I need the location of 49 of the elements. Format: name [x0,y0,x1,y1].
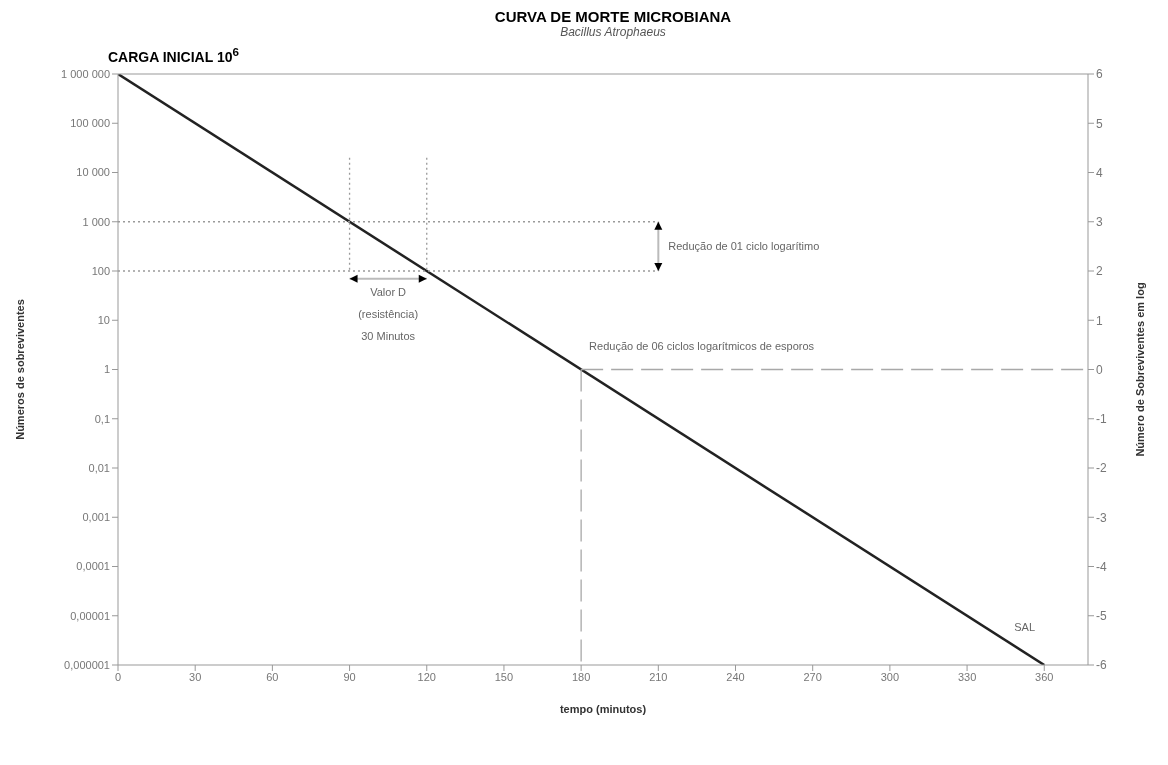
y2-tick-label: -5 [1096,608,1107,623]
x-tick-label: 0 [114,670,122,683]
y2-tick-label: 6 [1096,66,1103,81]
annotation: SAL [1014,620,1036,633]
y2-tick-label: -4 [1096,559,1107,574]
x-tick-label: 120 [417,670,436,683]
y2-tick-label: -1 [1096,411,1107,426]
y-tick-label: 0,001 [82,510,110,523]
y-tick-label: 100 [91,264,110,277]
y-tick-label: 1 000 [82,215,110,228]
x-tick-label: 30 [189,670,202,683]
y2-tick-label: 2 [1096,263,1103,278]
chart-subtitle: Bacillus Atrophaeus [559,25,667,39]
y2-tick-label: -2 [1096,460,1107,475]
y-axis-title: Números de sobreviventes [13,298,26,440]
y-tick-label: 10 000 [76,166,110,179]
y-tick-label: 0,0001 [76,560,110,573]
y-tick-label: 0,01 [88,461,110,474]
x-tick-label: 60 [266,670,279,683]
y2-tick-label: -3 [1096,510,1107,525]
y-tick-label: 1 000 000 [61,67,110,80]
y-tick-label: 0,000001 [64,658,110,671]
y2-axis-title: Número de Sobreviventes em log [1133,282,1146,457]
chart-title: CURVA DE MORTE MICROBIANA [493,8,733,25]
annotation: Valor D (resistência) 30 Minutos [358,285,419,342]
y-tick-label: 10 [97,313,110,326]
y2-tick-label: 3 [1096,214,1103,229]
x-tick-label: 240 [726,670,745,683]
x-tick-label: 150 [494,670,514,683]
annotation: Redução de 01 ciclo logarítimo [668,240,820,253]
x-tick-label: 210 [649,670,668,683]
x-tick-label: 180 [571,670,591,683]
x-tick-label: 360 [1035,670,1054,683]
text: CARGA INICIAL 10$^{6}$ [108,45,239,65]
x-tick-label: 330 [957,670,977,683]
y-tick-label: 1 [103,363,110,376]
y2-tick-label: 1 [1096,313,1103,328]
x-axis-title: tempo (minutos) [559,702,647,715]
y-tick-label: 0,00001 [70,609,110,622]
y2-tick-label: 4 [1096,165,1103,180]
y2-tick-label: -6 [1096,657,1107,672]
y-tick-label: 0,1 [94,412,110,425]
x-tick-label: 300 [880,670,900,683]
x-tick-label: 270 [803,670,822,683]
y2-tick-label: 0 [1096,362,1103,377]
annotation: Redução de 06 ciclos logarítmicos de esporos [589,339,815,352]
y2-tick-label: 5 [1096,116,1103,131]
x-tick-label: 90 [343,670,356,683]
y-tick-label: 100 000 [70,116,110,129]
